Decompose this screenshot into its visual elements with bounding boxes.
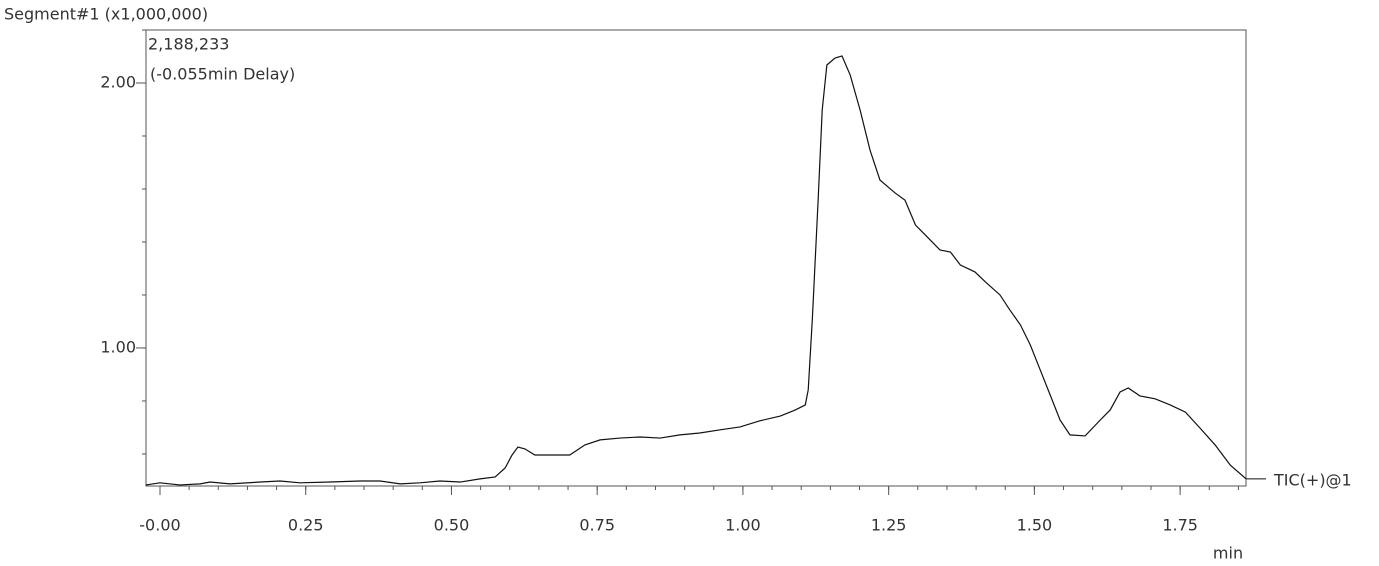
x-tick-label: 1.50 [1017,516,1053,535]
plot-frame [145,29,1247,487]
x-tick-label: 0.25 [288,516,324,535]
x-tick-label: 1.25 [871,516,907,535]
x-tick-label: 1.00 [725,516,761,535]
annotation: 2,188,233 [148,35,229,54]
x-tick-label: 1.75 [1162,516,1198,535]
x-tick-label: -0.00 [139,516,180,535]
chart-title: Segment#1 (x1,000,000) [4,5,208,24]
trace-line [145,55,1247,486]
x-axis-label: min [1213,544,1243,563]
y-tick-label: 1.00 [100,337,136,356]
x-tick-label: 0.50 [434,516,470,535]
y-tick-label: 2.00 [100,72,136,91]
x-tick-label: 0.75 [579,516,615,535]
legend-label: TIC(+)@1 [1273,470,1352,489]
annotation: (-0.055min Delay) [150,65,295,84]
